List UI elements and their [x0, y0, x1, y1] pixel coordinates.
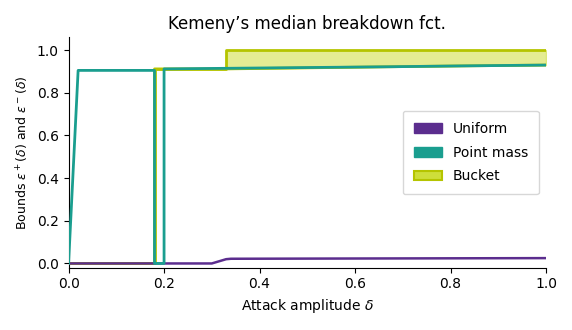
Legend: Uniform, Point mass, Bucket: Uniform, Point mass, Bucket [403, 111, 539, 194]
Y-axis label: Bounds $\varepsilon^+(\delta)$ and $\varepsilon^-(\delta)$: Bounds $\varepsilon^+(\delta)$ and $\var… [15, 75, 31, 230]
X-axis label: Attack amplitude $\delta$: Attack amplitude $\delta$ [241, 297, 374, 315]
Title: Kemeny’s median breakdown fct.: Kemeny’s median breakdown fct. [168, 15, 446, 33]
